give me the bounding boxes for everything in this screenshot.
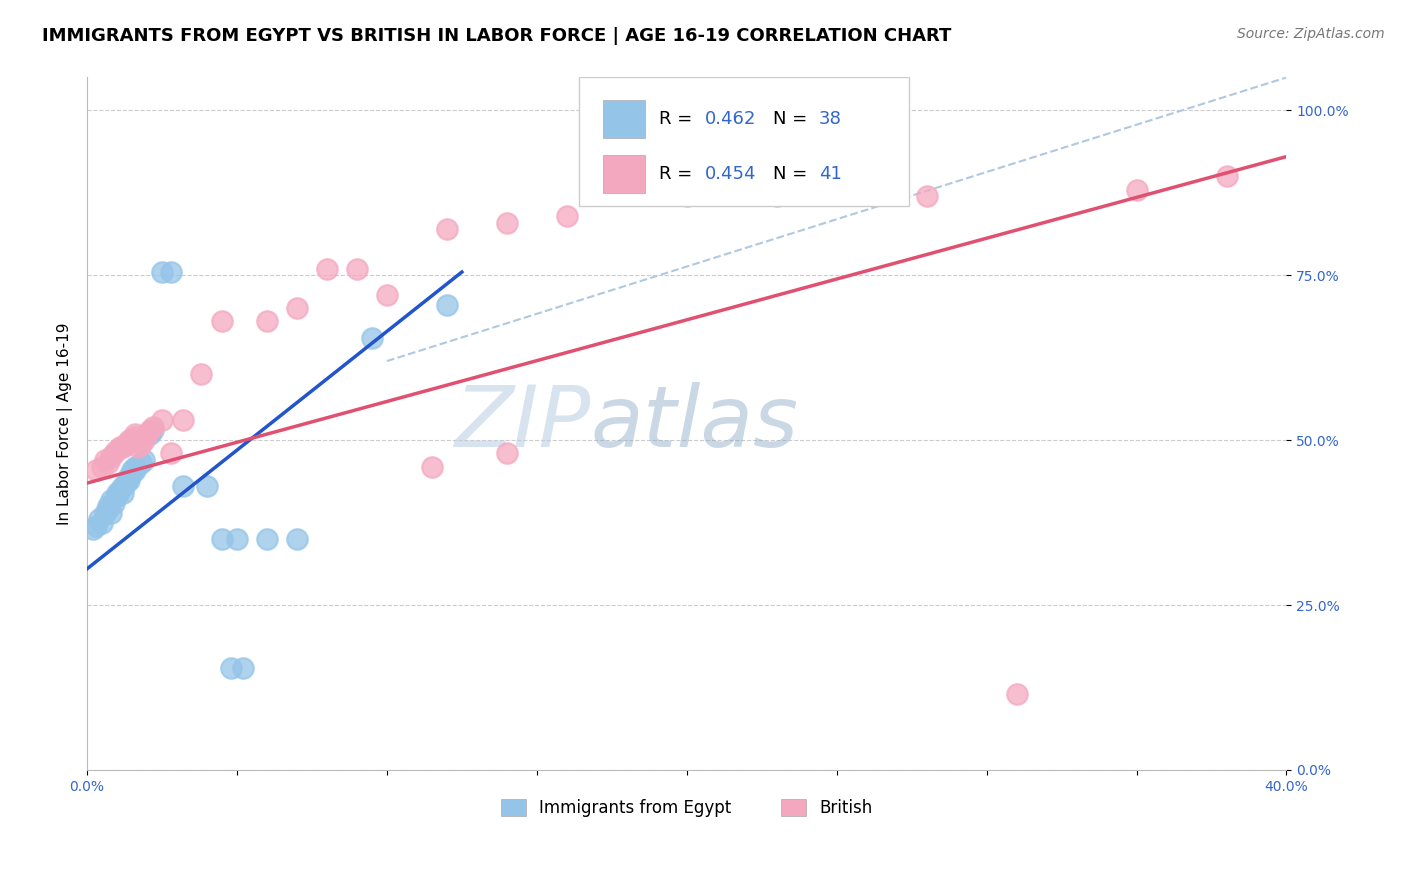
Point: [97, 456, 120, 470]
Point: [232, 661, 254, 675]
Point: [765, 189, 787, 203]
Point: [136, 426, 159, 441]
Text: 38: 38: [818, 110, 842, 128]
Text: R =: R =: [659, 165, 699, 184]
Point: [94, 506, 117, 520]
Point: [127, 440, 149, 454]
Point: [495, 446, 517, 460]
Point: [285, 532, 308, 546]
Point: [121, 463, 143, 477]
Point: [150, 265, 173, 279]
Point: [226, 532, 249, 546]
Point: [105, 443, 128, 458]
Text: N =: N =: [773, 110, 813, 128]
Point: [1125, 183, 1147, 197]
Text: Source: ZipAtlas.com: Source: ZipAtlas.com: [1237, 27, 1385, 41]
Text: R =: R =: [659, 110, 699, 128]
Point: [675, 189, 697, 203]
Point: [915, 189, 938, 203]
Point: [219, 661, 242, 675]
Text: N =: N =: [773, 165, 813, 184]
Point: [132, 434, 155, 448]
Point: [129, 456, 152, 470]
Point: [103, 446, 125, 460]
Point: [375, 288, 398, 302]
Point: [115, 476, 138, 491]
Text: ZIP: ZIP: [454, 382, 591, 466]
Point: [100, 450, 122, 464]
Point: [105, 489, 128, 503]
Point: [129, 436, 152, 450]
Point: [108, 440, 131, 454]
Point: [361, 331, 384, 345]
Point: [346, 261, 368, 276]
FancyBboxPatch shape: [579, 78, 908, 205]
Point: [124, 463, 146, 477]
Point: [160, 265, 183, 279]
Point: [118, 434, 141, 448]
Point: [132, 453, 155, 467]
Point: [121, 434, 143, 448]
Point: [124, 426, 146, 441]
Point: [256, 532, 278, 546]
Point: [139, 423, 162, 437]
Point: [87, 512, 110, 526]
Point: [316, 261, 339, 276]
FancyBboxPatch shape: [603, 100, 645, 138]
Point: [124, 459, 146, 474]
Point: [84, 463, 107, 477]
Point: [172, 479, 194, 493]
Point: [91, 516, 114, 530]
Point: [97, 502, 120, 516]
Point: [211, 314, 233, 328]
Point: [108, 483, 131, 497]
Point: [285, 301, 308, 316]
Point: [112, 486, 135, 500]
Point: [112, 440, 135, 454]
Point: [115, 436, 138, 450]
Point: [100, 492, 122, 507]
Point: [121, 466, 143, 480]
Point: [1005, 687, 1028, 701]
Point: [211, 532, 233, 546]
Point: [195, 479, 218, 493]
Point: [97, 499, 120, 513]
Text: 41: 41: [818, 165, 842, 184]
Text: 0.454: 0.454: [704, 165, 756, 184]
Point: [190, 368, 212, 382]
Point: [103, 496, 125, 510]
Point: [142, 420, 165, 434]
Point: [436, 298, 458, 312]
Point: [124, 430, 146, 444]
FancyBboxPatch shape: [603, 155, 645, 194]
Point: [420, 459, 443, 474]
Legend: Immigrants from Egypt, British: Immigrants from Egypt, British: [494, 792, 880, 824]
Point: [436, 222, 458, 236]
Point: [555, 209, 578, 223]
Text: IMMIGRANTS FROM EGYPT VS BRITISH IN LABOR FORCE | AGE 16-19 CORRELATION CHART: IMMIGRANTS FROM EGYPT VS BRITISH IN LABO…: [42, 27, 952, 45]
Point: [495, 215, 517, 229]
Point: [160, 446, 183, 460]
Point: [82, 522, 104, 536]
Point: [142, 423, 165, 437]
Text: atlas: atlas: [591, 382, 799, 466]
Point: [94, 453, 117, 467]
Point: [91, 459, 114, 474]
Point: [118, 469, 141, 483]
Point: [150, 413, 173, 427]
Point: [256, 314, 278, 328]
Y-axis label: In Labor Force | Age 16-19: In Labor Force | Age 16-19: [58, 323, 73, 525]
Point: [172, 413, 194, 427]
Point: [84, 519, 107, 533]
Point: [118, 473, 141, 487]
Point: [100, 506, 122, 520]
Point: [139, 426, 162, 441]
Text: 0.462: 0.462: [704, 110, 756, 128]
Point: [105, 486, 128, 500]
Point: [1215, 169, 1237, 184]
Point: [112, 479, 135, 493]
